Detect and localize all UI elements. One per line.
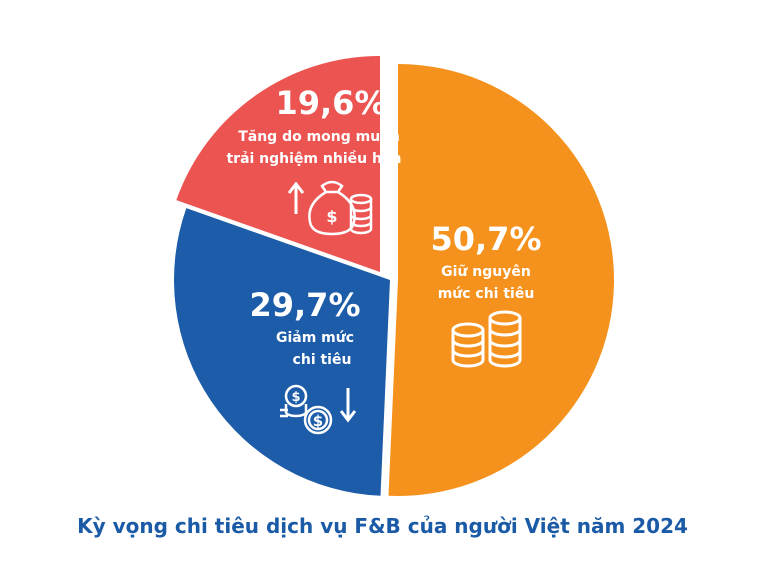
pie-slices [174,56,614,496]
slice-blue [174,208,390,496]
coin-stack-icon [451,310,522,368]
slice-blue-desc-line1: Giảm mức [276,330,354,346]
svg-text:$: $ [291,390,300,405]
slice-red-desc-line2: trải nghiệm nhiều hơn [226,150,401,167]
slice-orange-desc-line2: mức chi tiêu [438,286,535,302]
chart-title: Kỳ vọng chi tiêu dịch vụ F&B của người V… [77,514,688,538]
slice-orange-percent: 50,7% [430,220,541,258]
slice-red-percent: 19,6% [275,84,386,122]
slice-red [176,56,380,272]
slice-blue-percent: 29,7% [249,286,360,324]
money-bag-up-arrow-icon: $ [287,180,373,236]
slice-red-desc-line1: Tăng do mong muốn [238,128,400,145]
slice-orange-desc-line1: Giữ nguyên [441,264,531,280]
svg-text:$: $ [326,207,337,226]
slice-blue-desc-line2: chi tiêu [293,352,352,368]
coins-down-arrow-icon: $ $ [280,384,357,435]
svg-text:$: $ [313,412,323,430]
slice-orange [388,64,614,496]
